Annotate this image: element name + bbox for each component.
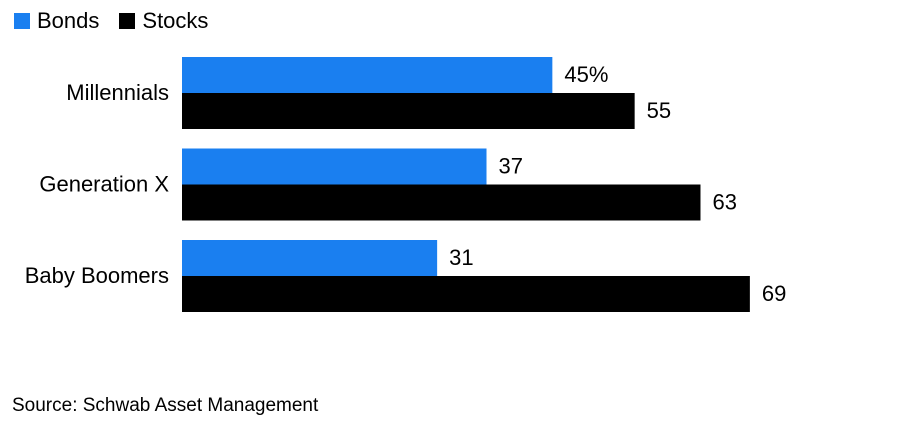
bar-bonds	[182, 57, 553, 93]
bar-stocks	[182, 184, 701, 221]
data-label: 55	[647, 98, 671, 123]
category-label: Generation X	[39, 171, 169, 196]
legend-swatch-stocks	[119, 13, 136, 29]
bar-chart: Millennials 45% 55 Generation X 37 63 Baby Boo…	[25, 57, 786, 312]
bar-stocks	[182, 276, 750, 312]
source-note: Source: Schwab Asset Management	[12, 395, 319, 416]
legend-item-stocks: Stocks	[119, 8, 208, 34]
data-label: 45%	[564, 62, 608, 87]
data-label: 69	[762, 281, 786, 306]
legend-swatch-bonds	[14, 13, 30, 29]
bar-bonds	[182, 148, 487, 185]
chart-legend: Bonds Stocks	[14, 8, 228, 34]
data-label: 37	[499, 153, 523, 178]
bar-stocks	[182, 93, 635, 129]
category-label: Baby Boomers	[25, 263, 169, 288]
bar-bonds	[182, 240, 438, 276]
data-label: 31	[449, 245, 473, 270]
legend-label-stocks: Stocks	[142, 8, 209, 33]
legend-label-bonds: Bonds	[37, 8, 100, 33]
data-label: 63	[712, 189, 736, 214]
category-label: Millennials	[66, 80, 169, 105]
legend-item-bonds: Bonds	[14, 8, 99, 34]
